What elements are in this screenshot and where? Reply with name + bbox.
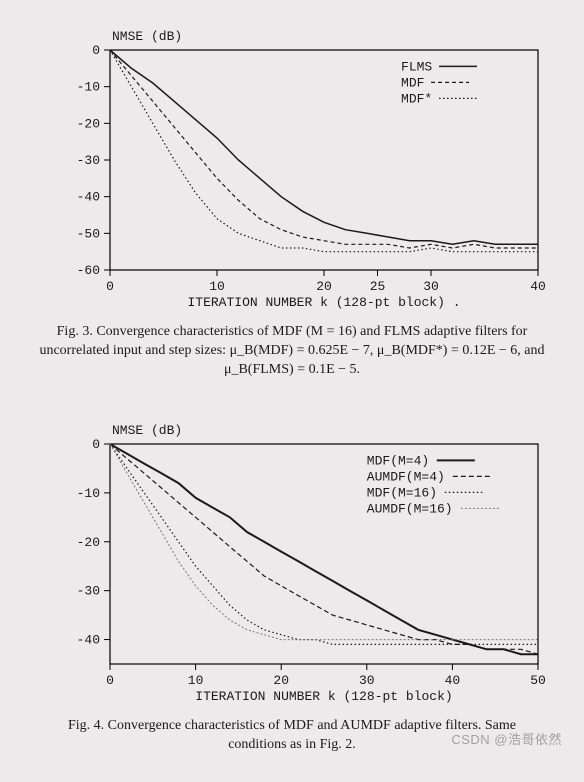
svg-text:20: 20 bbox=[316, 279, 332, 294]
svg-text:MDF(M=4): MDF(M=4) bbox=[367, 453, 429, 468]
figure-4-svg: NMSE (dB) 0 10 20 30 40 50 0 -10 -20 -30 -40 ITERATI… bbox=[30, 414, 550, 704]
svg-text:MDF*: MDF* bbox=[401, 91, 432, 106]
svg-text:-60: -60 bbox=[77, 263, 100, 278]
svg-text:20: 20 bbox=[273, 673, 289, 688]
page: NMSE (dB) 0 10 20 25 30 40 0 -10 -20 -30 -40 -50 -60 I… bbox=[10, 20, 574, 754]
svg-text:10: 10 bbox=[188, 673, 204, 688]
svg-text:0: 0 bbox=[106, 279, 114, 294]
figure-4: NMSE (dB) 0 10 20 30 40 50 0 -10 -20 -30 -40 ITERATI… bbox=[10, 414, 574, 755]
svg-text:NMSE (dB): NMSE (dB) bbox=[112, 29, 182, 44]
svg-text:-10: -10 bbox=[77, 80, 100, 95]
svg-text:-10: -10 bbox=[77, 486, 100, 501]
svg-text:MDF(M=16): MDF(M=16) bbox=[367, 485, 437, 500]
svg-text:-30: -30 bbox=[77, 583, 100, 598]
svg-text:MDF: MDF bbox=[401, 75, 424, 90]
svg-text:-50: -50 bbox=[77, 226, 100, 241]
svg-text:-40: -40 bbox=[77, 632, 100, 647]
figure-3-caption: Fig. 3. Convergence characteristics of M… bbox=[10, 319, 574, 380]
svg-text:AUMDF(M=16): AUMDF(M=16) bbox=[367, 501, 453, 516]
svg-text:NMSE (dB): NMSE (dB) bbox=[112, 423, 182, 438]
svg-text:-40: -40 bbox=[77, 190, 100, 205]
svg-text:ITERATION NUMBER k (128-pt blo: ITERATION NUMBER k (128-pt block) . bbox=[187, 295, 460, 310]
svg-text:-20: -20 bbox=[77, 534, 100, 549]
svg-text:25: 25 bbox=[370, 279, 386, 294]
figure-3: NMSE (dB) 0 10 20 25 30 40 0 -10 -20 -30 -40 -50 -60 I… bbox=[10, 20, 574, 380]
svg-text:-20: -20 bbox=[77, 116, 100, 131]
svg-text:40: 40 bbox=[530, 279, 546, 294]
figure-3-plot: NMSE (dB) 0 10 20 25 30 40 0 -10 -20 -30 -40 -50 -60 I… bbox=[30, 20, 554, 315]
figure-4-plot: NMSE (dB) 0 10 20 30 40 50 0 -10 -20 -30 -40 ITERATI… bbox=[30, 414, 554, 709]
svg-text:0: 0 bbox=[92, 437, 100, 452]
svg-text:AUMDF(M=4): AUMDF(M=4) bbox=[367, 469, 445, 484]
svg-text:30: 30 bbox=[423, 279, 439, 294]
svg-text:0: 0 bbox=[106, 673, 114, 688]
svg-text:-30: -30 bbox=[77, 153, 100, 168]
svg-text:50: 50 bbox=[530, 673, 546, 688]
svg-text:ITERATION NUMBER k (128-pt blo: ITERATION NUMBER k (128-pt block) bbox=[195, 689, 452, 704]
svg-text:FLMS: FLMS bbox=[401, 59, 432, 74]
svg-text:0: 0 bbox=[92, 43, 100, 58]
svg-text:30: 30 bbox=[359, 673, 375, 688]
svg-text:40: 40 bbox=[445, 673, 461, 688]
svg-text:10: 10 bbox=[209, 279, 225, 294]
figure-3-svg: NMSE (dB) 0 10 20 25 30 40 0 -10 -20 -30 -40 -50 -60 I… bbox=[30, 20, 550, 310]
watermark: CSDN @浩哥依然 bbox=[451, 729, 562, 748]
